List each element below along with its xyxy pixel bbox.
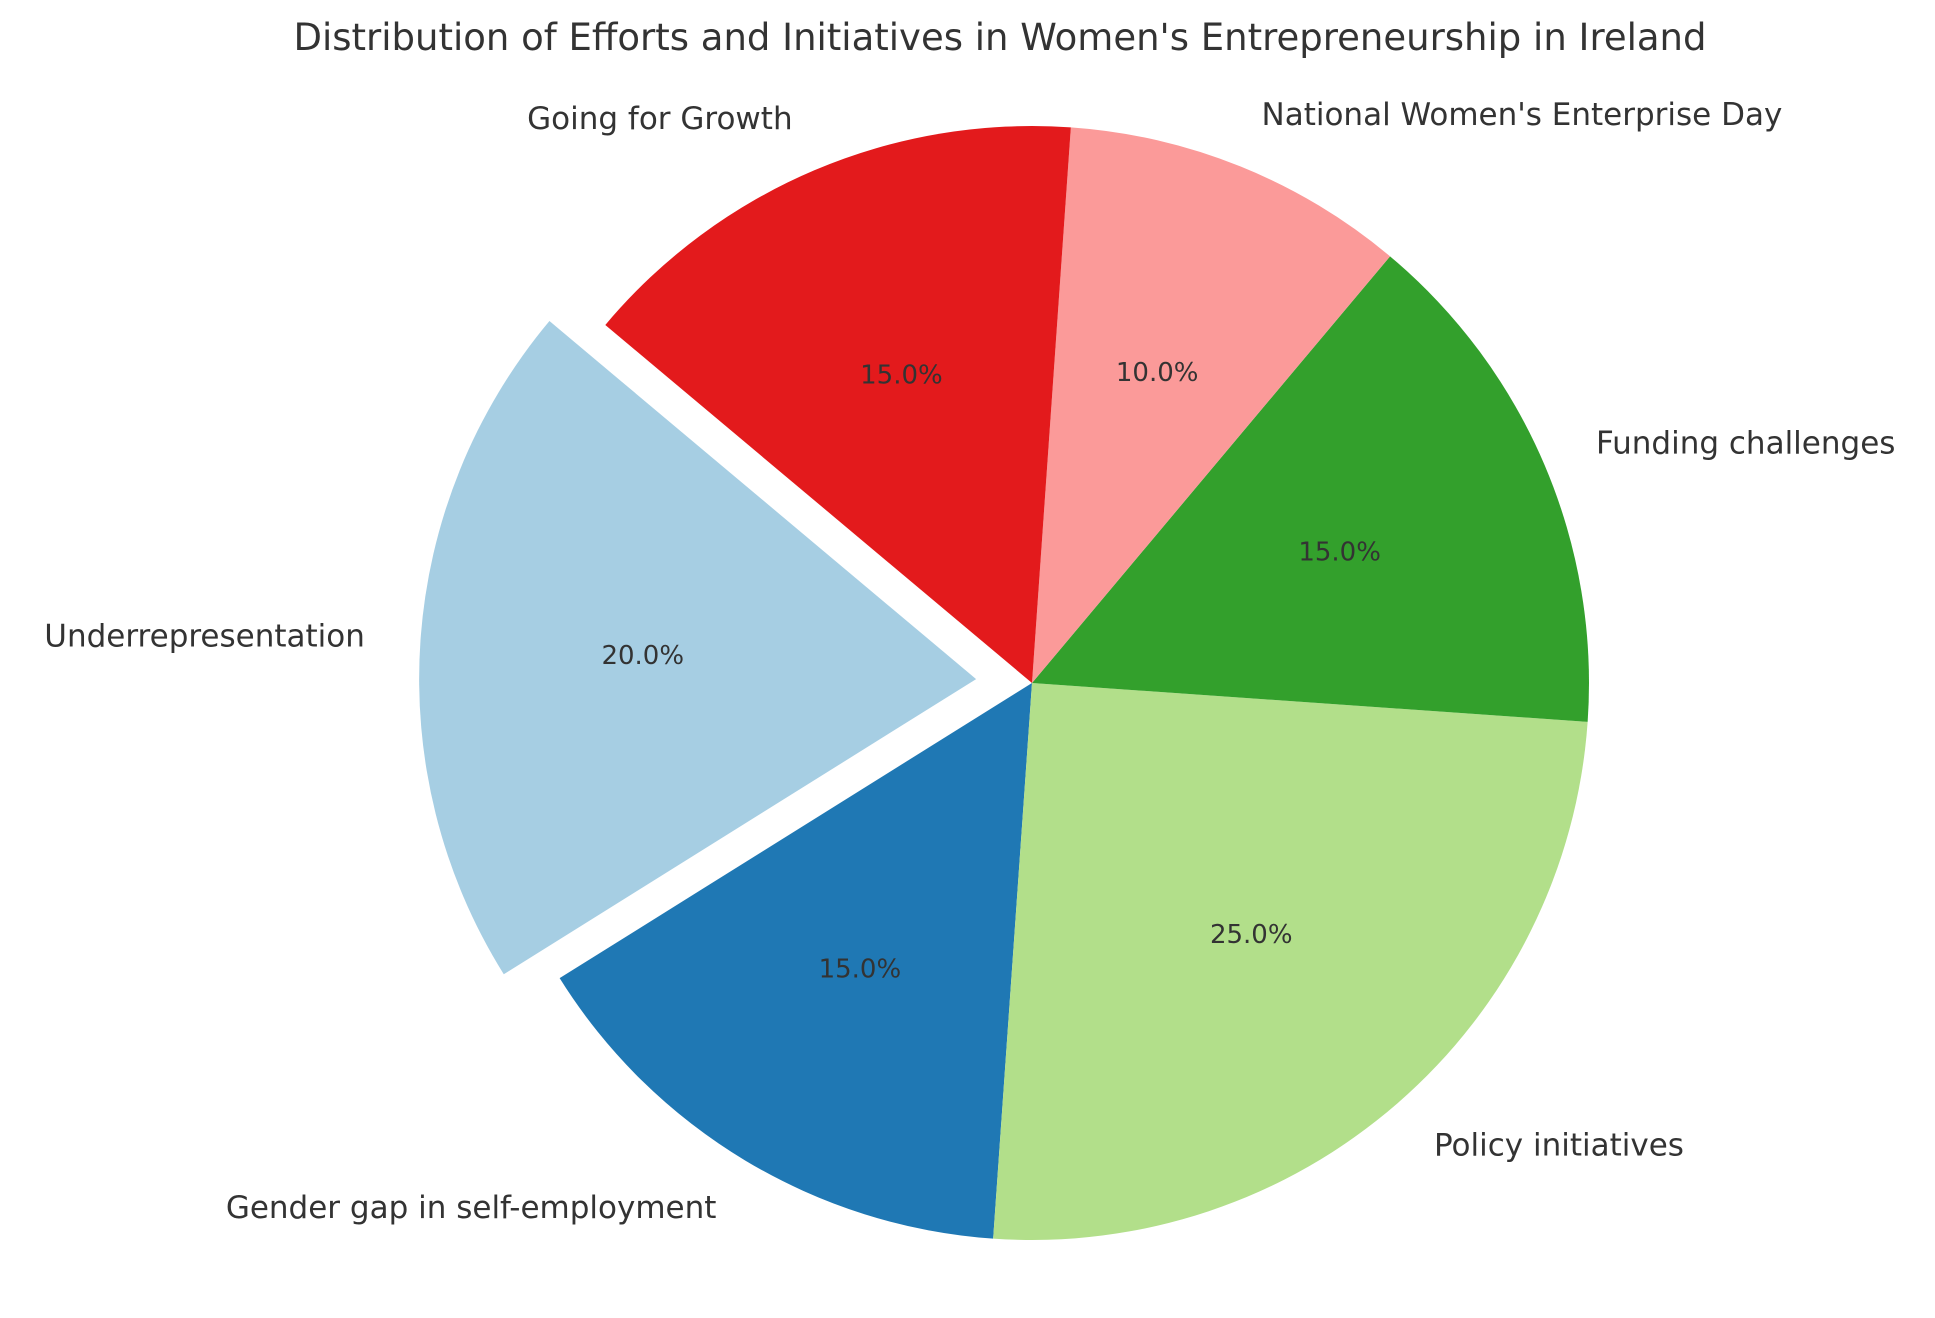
pie-slice-funding-challenges xyxy=(1032,256,1589,722)
percent-label-policy-initiatives: 25.0% xyxy=(1210,920,1293,950)
category-label-underrepresentation: Underrepresentation xyxy=(44,618,365,654)
pie-slice-gender-gap-in-self-employment xyxy=(559,683,1032,1239)
pie-slices xyxy=(419,126,1589,1240)
category-label-going-for-growth: Going for Growth xyxy=(527,101,792,137)
chart-title: Distribution of Efforts and Initiatives … xyxy=(293,16,1706,59)
category-label-national-women-s-enterprise-day: National Women's Enterprise Day xyxy=(1262,97,1783,133)
percent-labels: 20.0% 15.0% 25.0% 15.0% 10.0% 15.0% xyxy=(601,358,1380,984)
category-label-policy-initiatives: Policy initiatives xyxy=(1434,1127,1684,1163)
percent-label-gender-gap-in-self-employment: 15.0% xyxy=(819,954,902,984)
category-label-funding-challenges: Funding challenges xyxy=(1596,426,1895,462)
percent-label-underrepresentation: 20.0% xyxy=(601,641,684,671)
pie-slice-going-for-growth xyxy=(605,126,1071,684)
category-labels: Underrepresentation Gender gap in self-em… xyxy=(44,97,1895,1226)
pie-slice-underrepresentation xyxy=(419,321,977,975)
pie-slice-policy-initiatives xyxy=(993,683,1588,1240)
percent-label-funding-challenges: 15.0% xyxy=(1298,537,1381,567)
pie-slice-national-women-s-enterprise-day xyxy=(1032,127,1391,684)
category-label-gender-gap-in-self-employment: Gender gap in self-employment xyxy=(226,1190,717,1226)
percent-label-going-for-growth: 15.0% xyxy=(860,360,943,390)
percent-label-national-women-s-enterprise-day: 10.0% xyxy=(1116,358,1199,388)
